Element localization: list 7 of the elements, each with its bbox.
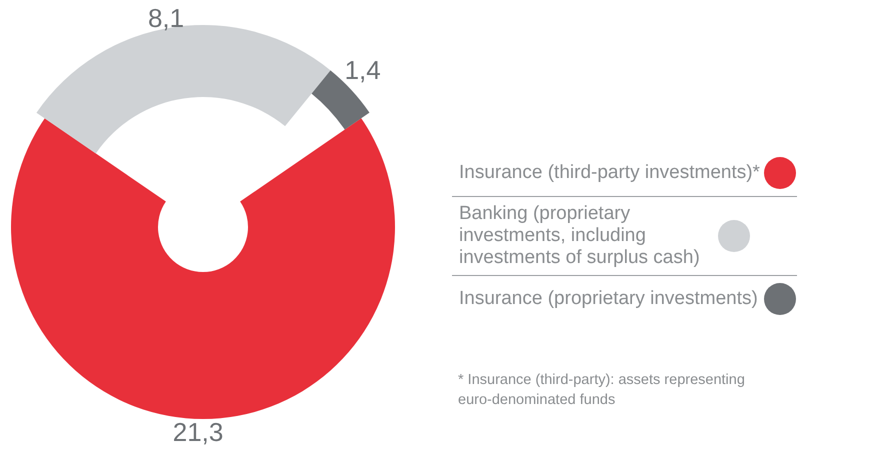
legend-label: Insurance (third-party investments)* — [459, 162, 761, 184]
data-label: 21,3 — [172, 417, 224, 447]
legend-label: Insurance (proprietary investments) — [459, 288, 759, 310]
text: * Insurance (third-party): assets representing euro-denominated funds — [458, 371, 746, 410]
data-label: 1,4 — [344, 55, 381, 86]
legend-label: Banking (proprietary investments, including investments of surplus cash) — [459, 203, 701, 269]
data-label: 8,1 — [148, 3, 184, 33]
